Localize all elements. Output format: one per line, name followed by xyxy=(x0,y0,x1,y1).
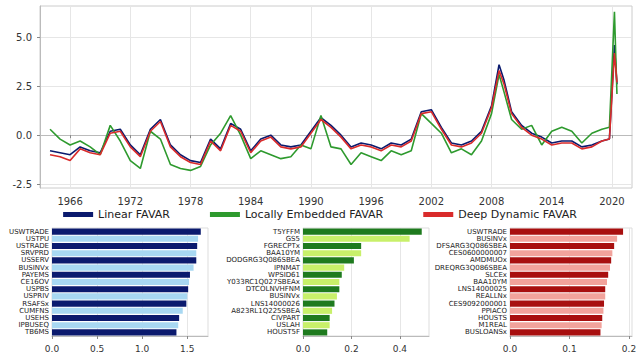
svg-text:0.0: 0.0 xyxy=(503,344,518,353)
svg-text:Locally Embedded FAVAR: Locally Embedded FAVAR xyxy=(245,208,384,221)
svg-text:PPIACO: PPIACO xyxy=(481,306,507,315)
svg-text:BUSINVx: BUSINVx xyxy=(269,292,300,301)
svg-text:1996: 1996 xyxy=(358,196,383,207)
svg-text:0.4: 0.4 xyxy=(393,344,408,353)
svg-text:USSERV: USSERV xyxy=(21,256,49,265)
svg-text:BAA10YM: BAA10YM xyxy=(266,249,300,258)
svg-text:GS5: GS5 xyxy=(285,234,300,243)
svg-text:IPBUSEQ: IPBUSEQ xyxy=(18,321,49,330)
svg-text:Linear FAVAR: Linear FAVAR xyxy=(98,208,170,221)
svg-text:2002: 2002 xyxy=(419,196,444,207)
svg-text:1.5: 1.5 xyxy=(180,344,194,353)
svg-text:0.0: 0.0 xyxy=(296,344,311,353)
svg-text:SRVPRD: SRVPRD xyxy=(20,249,49,258)
svg-text:DTCOLNVHFNM: DTCOLNVHFNM xyxy=(245,285,300,294)
svg-text:RSAFSx: RSAFSx xyxy=(22,299,49,308)
svg-text:CIVPART: CIVPART xyxy=(271,314,300,322)
svg-text:BUSINVx: BUSINVx xyxy=(476,234,507,243)
svg-text:5.0: 5.0 xyxy=(16,32,32,43)
svg-text:2020: 2020 xyxy=(599,196,624,207)
svg-text:LNS14000025: LNS14000025 xyxy=(457,285,507,294)
svg-text:1978: 1978 xyxy=(178,196,203,207)
svg-text:1984: 1984 xyxy=(238,196,263,207)
svg-text:A823RL1Q225SBEA: A823RL1Q225SBEA xyxy=(231,306,300,315)
svg-text:2014: 2014 xyxy=(539,196,564,207)
svg-text:DREQRG3Q086SBEA: DREQRG3Q086SBEA xyxy=(434,263,507,272)
svg-text:HOUST5F: HOUST5F xyxy=(267,328,300,336)
svg-text:CUMFNS: CUMFNS xyxy=(19,306,49,315)
svg-text:2008: 2008 xyxy=(479,196,504,207)
svg-text:1972: 1972 xyxy=(118,196,143,207)
svg-text:0.0: 0.0 xyxy=(16,130,32,141)
svg-text:TB6MS: TB6MS xyxy=(24,328,50,336)
svg-text:PAYEMS: PAYEMS xyxy=(21,270,49,279)
svg-text:1966: 1966 xyxy=(57,196,82,207)
svg-text:USEHS: USEHS xyxy=(25,314,49,322)
svg-text:IPNMAT: IPNMAT xyxy=(273,263,300,272)
svg-text:USPBS: USPBS xyxy=(26,285,49,294)
svg-text:0.0: 0.0 xyxy=(45,344,60,353)
svg-text:1.0: 1.0 xyxy=(135,344,150,353)
svg-text:Deep Dynamic FAVAR: Deep Dynamic FAVAR xyxy=(458,208,577,221)
svg-text:USLAH: USLAH xyxy=(276,321,300,330)
svg-text:REALLNx: REALLNx xyxy=(475,292,507,301)
svg-text:CES9092000001: CES9092000001 xyxy=(448,299,507,308)
svg-text:FGRECPTx: FGRECPTx xyxy=(263,242,300,250)
svg-text:Y033RC1Q027SBEAx: Y033RC1Q027SBEAx xyxy=(227,278,300,286)
svg-text:SLCEx: SLCEx xyxy=(485,270,507,279)
svg-text:0.2: 0.2 xyxy=(344,344,358,353)
svg-text:BUSLOANSx: BUSLOANSx xyxy=(465,328,507,336)
svg-text:AMDMUOx: AMDMUOx xyxy=(470,256,507,265)
svg-text:USWTRADE: USWTRADE xyxy=(9,227,49,236)
svg-text:WPSID61: WPSID61 xyxy=(268,270,300,279)
svg-text:BUSINVx: BUSINVx xyxy=(18,263,49,272)
svg-text:0.5: 0.5 xyxy=(90,344,104,353)
svg-text:DFSARG3Q086SBEA: DFSARG3Q086SBEA xyxy=(436,242,507,250)
svg-text:1990: 1990 xyxy=(298,196,323,207)
svg-text:BAA10YM: BAA10YM xyxy=(473,278,507,286)
svg-text:DODGRG3Q086SBEA: DODGRG3Q086SBEA xyxy=(226,256,300,265)
svg-text:USTPU: USTPU xyxy=(25,234,49,243)
svg-text:M1REAL: M1REAL xyxy=(478,321,507,330)
svg-text:T5YFFM: T5YFFM xyxy=(272,227,300,236)
svg-text:0.1: 0.1 xyxy=(562,344,576,353)
svg-text:USTRADE: USTRADE xyxy=(16,242,49,250)
svg-text:CES0600000007: CES0600000007 xyxy=(448,249,507,258)
svg-text:2.5: 2.5 xyxy=(16,81,32,92)
svg-text:USWTRADE: USWTRADE xyxy=(467,227,507,236)
svg-text:0.2: 0.2 xyxy=(622,344,636,353)
svg-text:-2.5: -2.5 xyxy=(12,179,32,190)
svg-text:LNS14000026: LNS14000026 xyxy=(250,299,300,308)
svg-text:USPRIV: USPRIV xyxy=(23,292,49,301)
svg-text:HOUSTS: HOUSTS xyxy=(477,314,507,322)
svg-text:CE16OV: CE16OV xyxy=(20,278,49,286)
